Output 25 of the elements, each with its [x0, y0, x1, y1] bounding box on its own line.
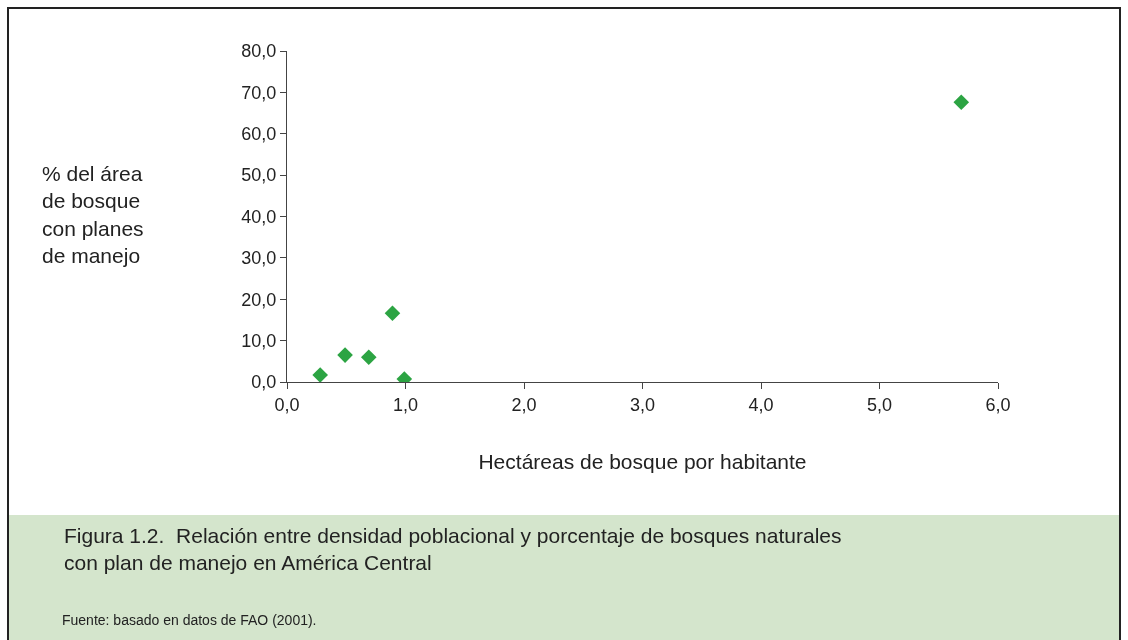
- y-tick-label: 0,0: [251, 372, 277, 393]
- y-tick-label: 70,0: [241, 82, 277, 103]
- point: [337, 347, 353, 363]
- x-tick-label: 1,0: [392, 394, 419, 415]
- y-tick-label: 40,0: [241, 206, 277, 227]
- point: [384, 305, 401, 322]
- x-tick-label: 4,0: [748, 394, 774, 415]
- y-tick-label: 20,0: [241, 289, 277, 310]
- x-tick-label: 6,0: [985, 394, 1011, 415]
- point: [312, 367, 328, 382]
- point: [360, 349, 377, 365]
- x-axis-title: Hectáreas de bosque por habitante: [478, 449, 807, 473]
- y-tick-label: 10,0: [241, 330, 277, 351]
- y-tick-label: 60,0: [241, 124, 277, 145]
- x-tick-label: 5,0: [866, 394, 893, 415]
- point: [953, 94, 970, 111]
- y-tick-label: 50,0: [241, 165, 277, 186]
- source-note: Fuente: basado en datos de FAO (2001).: [62, 612, 317, 628]
- y-tick-label: 80,0: [241, 41, 277, 62]
- text: Figura 1.2. Relación entre densidad poblacional y porcentaje de bosques naturales con plan de manejo en América Central: [64, 524, 842, 575]
- y-axis-title: % del área de bosque con planes de manejo: [42, 162, 144, 267]
- y-tick-label: 30,0: [241, 248, 277, 269]
- x-tick-label: 2,0: [511, 394, 537, 415]
- x-tick-label: 3,0: [629, 394, 656, 415]
- x-tick-label: 0,0: [274, 394, 300, 415]
